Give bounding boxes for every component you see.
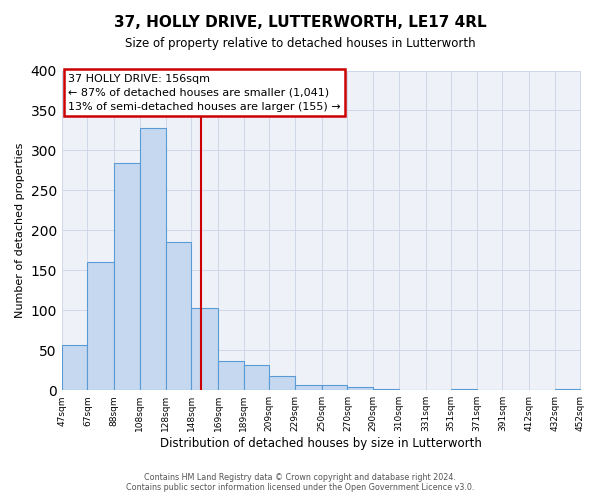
Bar	[166, 242, 191, 390]
Bar	[244, 366, 269, 390]
Text: Contains HM Land Registry data © Crown copyright and database right 2024.
Contai: Contains HM Land Registry data © Crown c…	[126, 473, 474, 492]
Bar	[295, 384, 322, 390]
Bar	[88, 262, 115, 390]
Bar	[555, 388, 580, 390]
Text: 37 HOLLY DRIVE: 156sqm
← 87% of detached houses are smaller (1,041)
13% of semi-: 37 HOLLY DRIVE: 156sqm ← 87% of detached…	[68, 74, 341, 112]
X-axis label: Distribution of detached houses by size in Lutterworth: Distribution of detached houses by size …	[160, 437, 482, 450]
Bar	[115, 163, 140, 390]
Text: Size of property relative to detached houses in Lutterworth: Size of property relative to detached ho…	[125, 38, 475, 51]
Bar	[191, 308, 218, 390]
Bar	[140, 128, 166, 390]
Y-axis label: Number of detached properties: Number of detached properties	[15, 142, 25, 318]
Bar	[62, 344, 88, 390]
Bar	[322, 384, 347, 390]
Text: 37, HOLLY DRIVE, LUTTERWORTH, LE17 4RL: 37, HOLLY DRIVE, LUTTERWORTH, LE17 4RL	[113, 15, 487, 30]
Bar	[269, 376, 295, 390]
Bar	[218, 360, 244, 390]
Bar	[347, 387, 373, 390]
